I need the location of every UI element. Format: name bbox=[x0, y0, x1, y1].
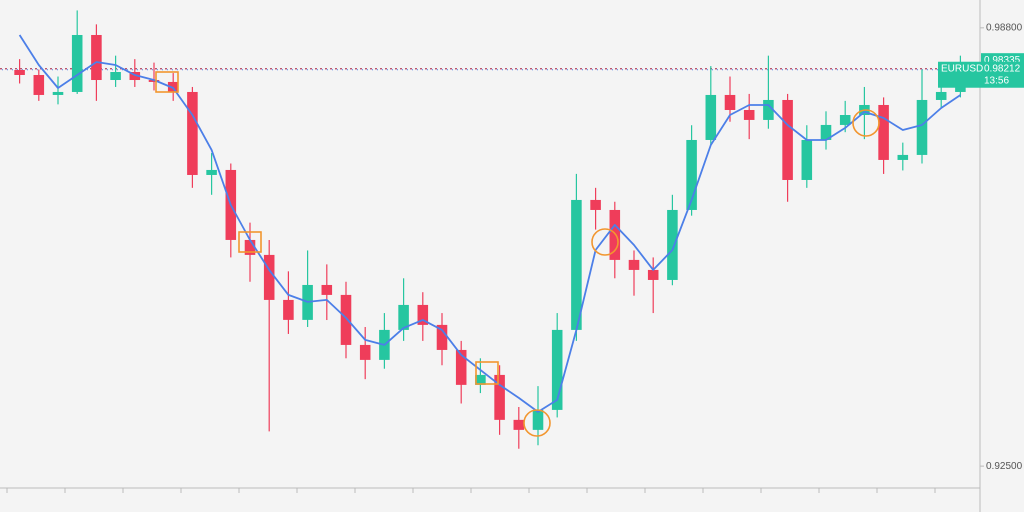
candle-body bbox=[33, 74, 45, 95]
candle-body bbox=[878, 104, 889, 160]
candle-body bbox=[551, 329, 563, 410]
candle-body bbox=[436, 324, 448, 350]
candle-body bbox=[724, 94, 736, 110]
candle-body bbox=[839, 115, 851, 125]
y-tick-label: 0.92500 bbox=[986, 461, 1023, 472]
candle-body bbox=[455, 349, 467, 385]
candle-body bbox=[244, 239, 256, 255]
candle-body bbox=[916, 99, 928, 155]
candle-body bbox=[14, 69, 25, 75]
candle-body bbox=[91, 34, 102, 81]
candle-body bbox=[71, 34, 83, 92]
candle-body bbox=[667, 209, 678, 280]
candle-body bbox=[206, 169, 217, 175]
candle-body bbox=[590, 199, 601, 210]
candle-body bbox=[187, 91, 198, 175]
annotation-square bbox=[475, 361, 499, 385]
symbol-label: EURUSD bbox=[941, 63, 983, 74]
candle-body bbox=[359, 344, 371, 360]
candle-body bbox=[340, 294, 352, 345]
candle-body bbox=[417, 304, 429, 325]
annotation-circle bbox=[852, 109, 880, 137]
candle-body bbox=[129, 72, 141, 81]
candle-body bbox=[263, 254, 275, 300]
candle-body bbox=[321, 284, 333, 295]
candle-body bbox=[167, 81, 179, 92]
y-tick-label: 0.98800 bbox=[986, 22, 1023, 33]
timer-label: 13:56 bbox=[984, 75, 1009, 86]
candle-body bbox=[743, 109, 755, 120]
candle-body bbox=[609, 209, 621, 260]
candle-body bbox=[148, 80, 160, 82]
candle-body bbox=[647, 269, 659, 280]
candle-body bbox=[628, 259, 640, 270]
last-price-label: 0.98212 bbox=[984, 63, 1021, 74]
annotation-circle bbox=[591, 228, 619, 256]
annotations bbox=[155, 71, 880, 437]
high-price-label: 0.98335 bbox=[984, 55, 1021, 66]
candle-body bbox=[935, 91, 947, 100]
candle-body bbox=[782, 99, 793, 180]
candle-body bbox=[897, 154, 909, 160]
candle-body bbox=[513, 419, 525, 430]
candle-body bbox=[820, 124, 832, 140]
candle-body bbox=[283, 299, 294, 320]
candle-body bbox=[398, 304, 409, 330]
annotation-circle bbox=[523, 409, 551, 437]
annotation-square bbox=[155, 71, 179, 93]
last-price-box bbox=[938, 61, 1024, 88]
candle-body bbox=[532, 409, 544, 430]
candle-body bbox=[705, 94, 717, 140]
candle-body bbox=[571, 199, 582, 330]
candle-body bbox=[475, 374, 486, 385]
candle-body bbox=[52, 91, 64, 95]
candle-body bbox=[763, 99, 774, 120]
candle-body bbox=[110, 72, 121, 81]
candle-body bbox=[686, 139, 697, 210]
candle-body bbox=[801, 139, 813, 180]
candle-body bbox=[494, 374, 505, 420]
annotation-square bbox=[238, 231, 262, 253]
